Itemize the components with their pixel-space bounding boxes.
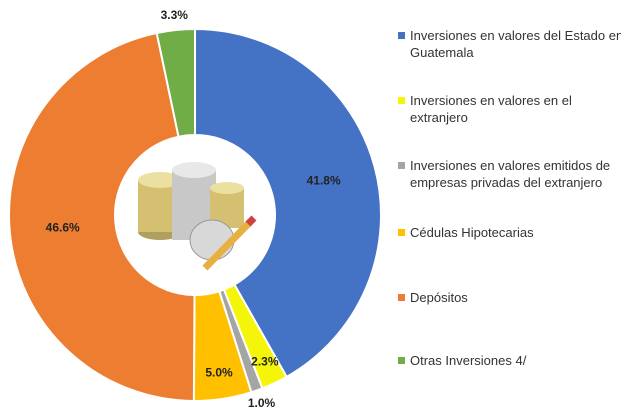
- data-label: 41.8%: [307, 173, 341, 187]
- legend-swatch: [398, 162, 405, 169]
- legend-label: Cédulas Hipotecarias: [410, 225, 534, 240]
- legend-swatch: [398, 229, 405, 236]
- legend-label: Depósitos: [410, 290, 468, 305]
- data-label: 46.6%: [46, 221, 80, 235]
- legend-swatch: [398, 97, 405, 104]
- data-label: 5.0%: [205, 365, 233, 379]
- data-label: 3.3%: [161, 8, 189, 22]
- legend-item: Cédulas Hipotecarias: [398, 224, 621, 241]
- legend-swatch: [398, 357, 405, 364]
- data-label: 1.0%: [248, 396, 276, 410]
- legend-item: Inversiones en valores en el extranjero: [398, 92, 621, 126]
- legend-label: Inversiones en valores en el extranjero: [410, 93, 572, 125]
- legend-item: Inversiones en valores del Estado en Gua…: [398, 27, 621, 61]
- legend-label: Inversiones en valores emitidos de empre…: [410, 158, 610, 190]
- legend-item: Depósitos: [398, 289, 621, 306]
- legend-item: Otras Inversiones 4/: [398, 352, 621, 369]
- legend-label: Otras Inversiones 4/: [410, 353, 526, 368]
- data-label: 2.3%: [251, 354, 279, 368]
- legend-label: Inversiones en valores del Estado en Gua…: [410, 28, 621, 60]
- page: 41.8% 2.3% 1.0% 5.0% 46.6% 3.3% Inversiones e…: [0, 0, 621, 420]
- legend-item: Inversiones en valores emitidos de empre…: [398, 157, 621, 191]
- legend-swatch: [398, 32, 405, 39]
- legend-swatch: [398, 294, 405, 301]
